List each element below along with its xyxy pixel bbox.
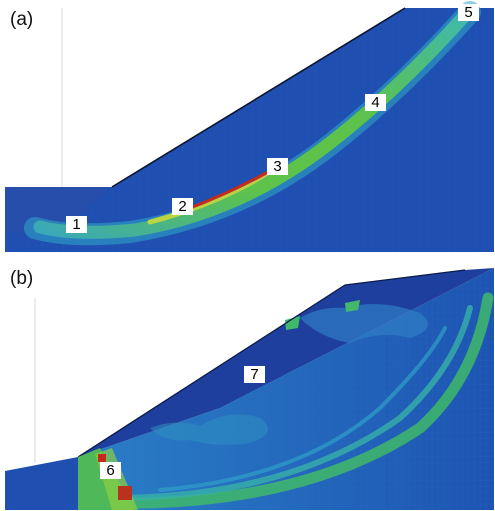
shear-band-b-inner	[117, 305, 473, 501]
surface-patch-2	[150, 414, 268, 445]
slope-mesh	[5, 8, 494, 252]
toe-hotspot-2	[118, 486, 132, 500]
shear-band-b-outer	[94, 292, 494, 509]
slope-model-b	[5, 268, 494, 510]
shear-band-red	[183, 170, 270, 212]
slope-surface-line	[111, 7, 406, 188]
panel-a: (a) 1 2 3 4 5	[0, 0, 495, 255]
surface-spot-2	[345, 300, 360, 312]
top-edge-line	[344, 269, 466, 286]
slope-model-a	[5, 1, 494, 252]
surface-spot-1	[285, 316, 300, 330]
marker-4: 4	[365, 94, 386, 111]
panel-label-a: (a)	[10, 9, 34, 30]
marker-6: 6	[100, 462, 121, 479]
ground-left	[5, 457, 78, 510]
marker-2: 2	[172, 198, 193, 215]
marker-5: 5	[458, 4, 479, 21]
marker-3: 3	[267, 158, 288, 175]
toe-hotspot-1	[98, 454, 106, 462]
marker-7: 7	[244, 366, 265, 383]
panel-label-b: (b)	[10, 268, 34, 289]
slope-crest-line	[77, 284, 346, 458]
marker-1: 1	[66, 216, 87, 233]
surface-patch-1	[300, 304, 428, 343]
shear-band-b-third	[158, 326, 447, 492]
shear-band-core	[33, 5, 475, 239]
panel-b: (b) 6 7	[0, 258, 495, 511]
